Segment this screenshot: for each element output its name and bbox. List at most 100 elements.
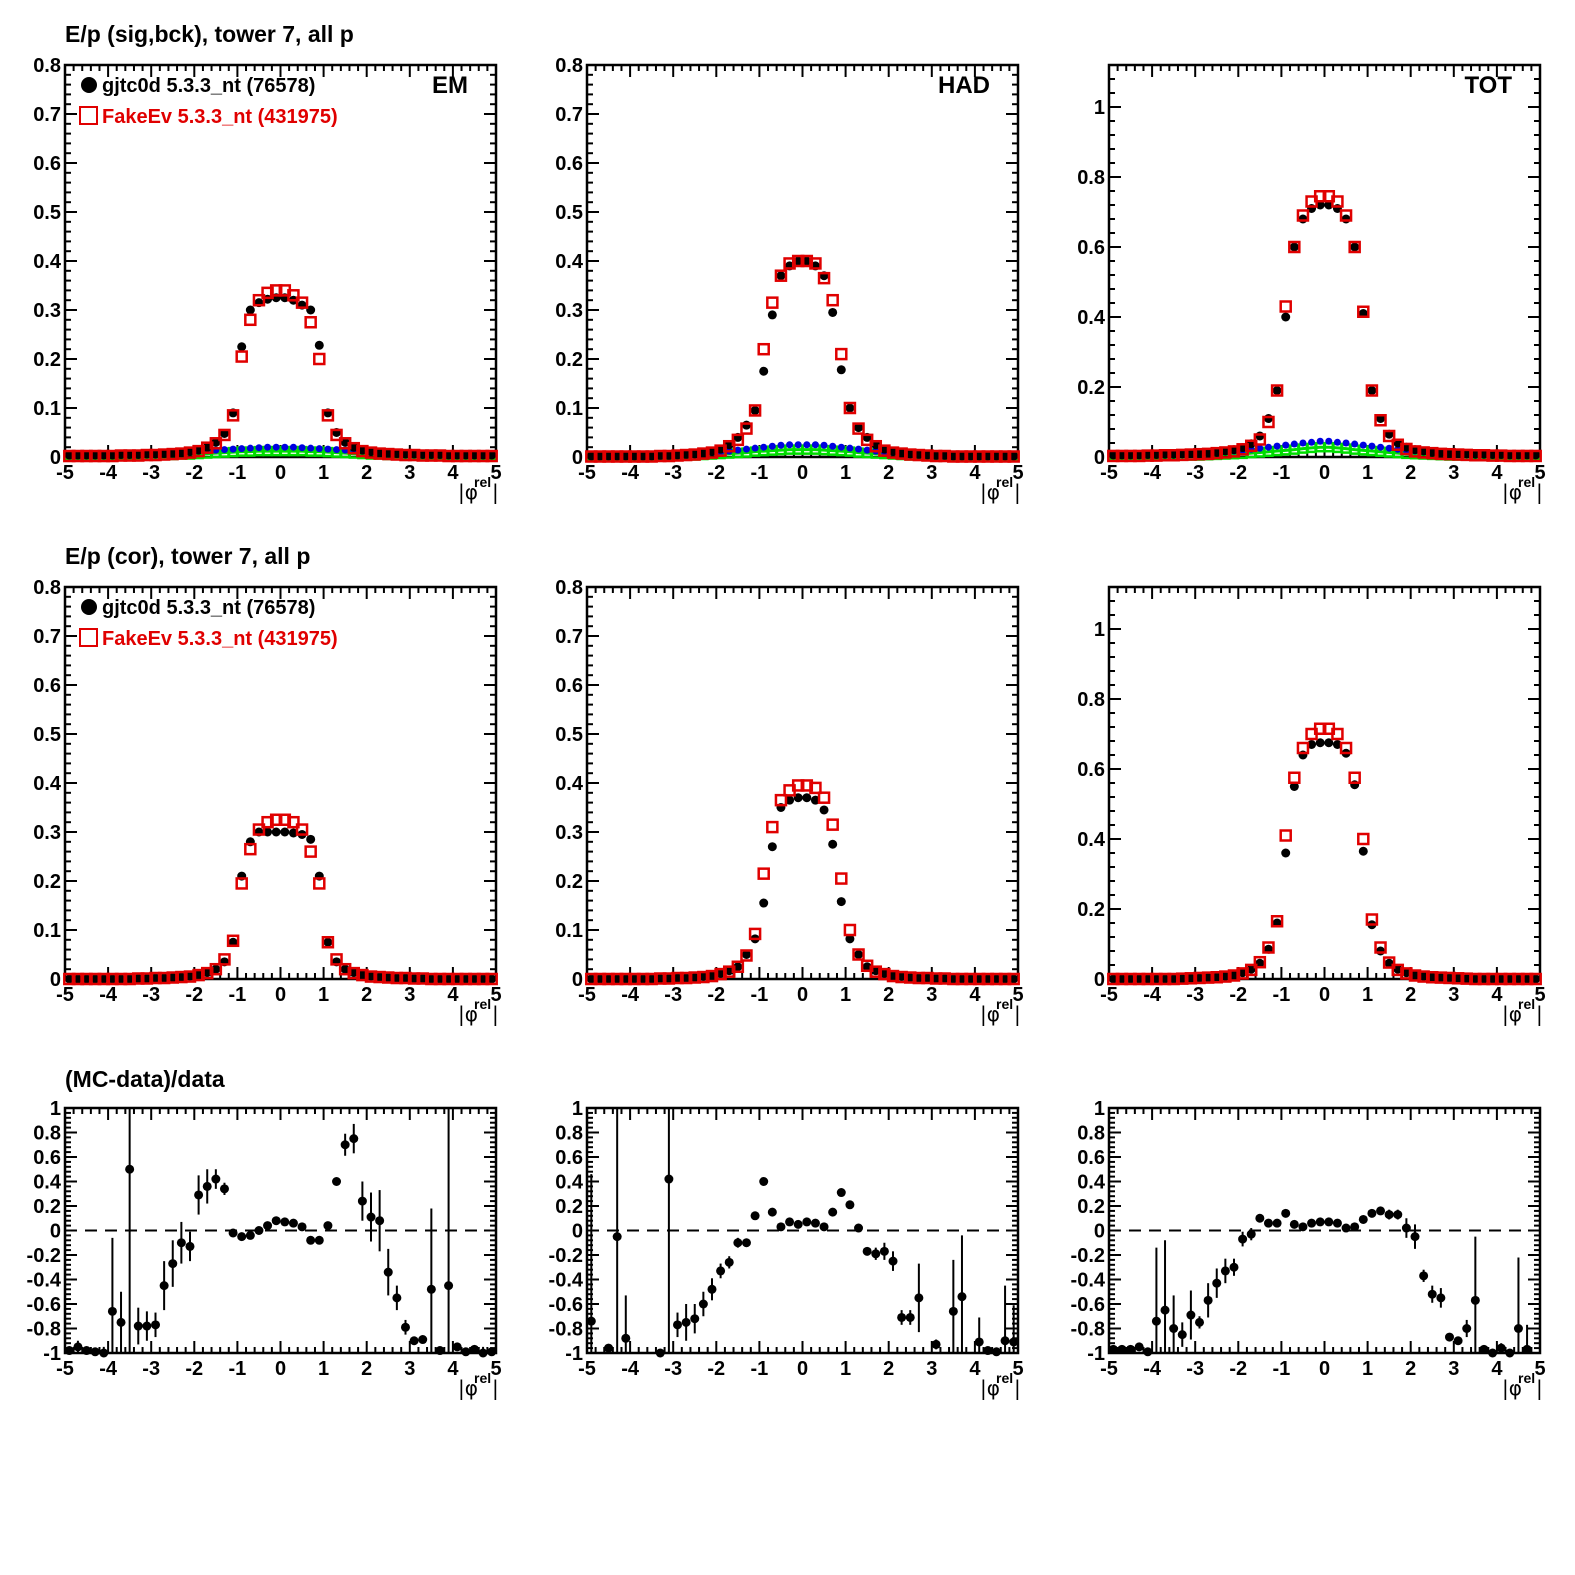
x-tick-label: -2 <box>1229 1358 1247 1380</box>
ratio-point <box>478 1348 488 1358</box>
mc-point <box>1107 972 1120 986</box>
data-point <box>1427 447 1437 457</box>
x-tick-label: 5 <box>1534 1358 1545 1380</box>
data-point <box>1315 738 1325 748</box>
x-axis-label: |φ <box>1502 1376 1522 1400</box>
data-point <box>1108 974 1118 984</box>
data-point <box>673 973 683 983</box>
x-tick-label: -3 <box>1186 984 1204 1006</box>
mc-point <box>619 972 633 986</box>
x-tick-label: -1 <box>1273 984 1291 1006</box>
row-title-sig-bck: E/p (sig,bck), tower 7, all p <box>65 21 354 47</box>
ratio-point <box>1212 1278 1222 1288</box>
x-axis-label-end: | <box>1014 480 1021 504</box>
data-point <box>897 972 907 982</box>
mc-point <box>468 972 481 986</box>
x-tick-label: -5 <box>578 462 596 484</box>
data-point <box>621 974 631 984</box>
y-tick-label: 0 <box>572 1221 583 1243</box>
mc-point <box>1244 963 1258 977</box>
data-point <box>793 793 803 803</box>
data-point <box>810 795 820 805</box>
mc-point <box>697 970 710 984</box>
mc-point <box>1486 449 1499 462</box>
mc-point <box>218 953 231 966</box>
mc-point <box>809 257 822 270</box>
y-tick-label: 0 <box>1094 447 1105 469</box>
bck-data-point <box>298 444 306 452</box>
data-point <box>931 451 941 461</box>
ratio-point <box>211 1174 221 1184</box>
data-point <box>595 451 605 461</box>
y-tick-label: -0.8 <box>27 1319 61 1341</box>
mc-point <box>636 972 650 986</box>
mc-point <box>817 791 831 804</box>
ratio-point <box>116 1317 126 1327</box>
mc-point <box>921 971 934 985</box>
x-tick-label: -4 <box>1143 462 1162 484</box>
data-point <box>1160 449 1170 459</box>
data-point <box>1436 973 1446 983</box>
mc-point <box>998 972 1012 986</box>
data-point <box>733 962 743 972</box>
y-tick-label: 0.1 <box>555 920 583 942</box>
y-tick-label: -0.6 <box>27 1294 61 1316</box>
data-point <box>1444 973 1454 983</box>
mc-point <box>407 448 421 462</box>
legend-mc-label: FakeEv 5.3.3_nt (431975) <box>102 106 338 128</box>
data-point <box>1453 449 1463 458</box>
data-point <box>767 842 777 852</box>
ratio-point <box>332 1177 342 1186</box>
data-point <box>211 964 221 974</box>
mc-point <box>88 449 102 463</box>
mc-point <box>1365 913 1379 926</box>
data-point <box>983 451 993 461</box>
data-point <box>1108 450 1118 460</box>
x-axis-label: |φ <box>980 1002 1000 1026</box>
mc-point <box>593 972 607 986</box>
mc-point <box>835 347 848 361</box>
mc-point <box>416 449 429 462</box>
y-tick-label: 0.6 <box>1077 1147 1105 1169</box>
mc-point <box>1184 448 1198 461</box>
mc-point <box>938 972 951 985</box>
mc-point <box>1167 449 1180 462</box>
y-tick-label: 0 <box>50 969 61 991</box>
ratio-point <box>1195 1317 1205 1327</box>
data-point <box>1419 446 1429 456</box>
mc-point <box>1365 384 1379 397</box>
x-tick-label: -3 <box>142 1358 160 1380</box>
bck-data-point <box>333 446 341 454</box>
ratio-point <box>1470 1295 1480 1305</box>
mc-point <box>433 449 447 462</box>
data-point <box>1315 200 1325 210</box>
mc-point <box>476 449 490 463</box>
ratio-point <box>1126 1344 1136 1354</box>
x-tick-label: -2 <box>185 1358 203 1380</box>
y-tick-label: -0.6 <box>549 1294 583 1316</box>
mc-point <box>714 967 727 981</box>
y-tick-label: 0 <box>572 969 583 991</box>
mc-point <box>218 428 231 442</box>
ratio-point <box>418 1335 428 1345</box>
x-tick-label: -5 <box>1100 984 1118 1006</box>
data-point <box>1134 450 1144 460</box>
mc-point <box>244 313 257 327</box>
data-point <box>1531 974 1541 984</box>
bck-data-point <box>855 445 863 453</box>
mc-point <box>399 448 412 462</box>
ratio-point <box>957 1292 967 1302</box>
series-data <box>1108 738 1541 984</box>
mc-point <box>671 971 684 985</box>
bck-data-point <box>760 443 768 451</box>
mc-point <box>1253 955 1267 969</box>
data-point <box>1169 974 1179 984</box>
data-point <box>288 828 298 838</box>
y-tick-label: 0.8 <box>1077 689 1105 711</box>
ratio-point <box>655 1348 665 1358</box>
mc-point <box>990 972 1003 986</box>
y-tick-label: -0.4 <box>27 1270 62 1292</box>
mc-point <box>843 923 857 937</box>
